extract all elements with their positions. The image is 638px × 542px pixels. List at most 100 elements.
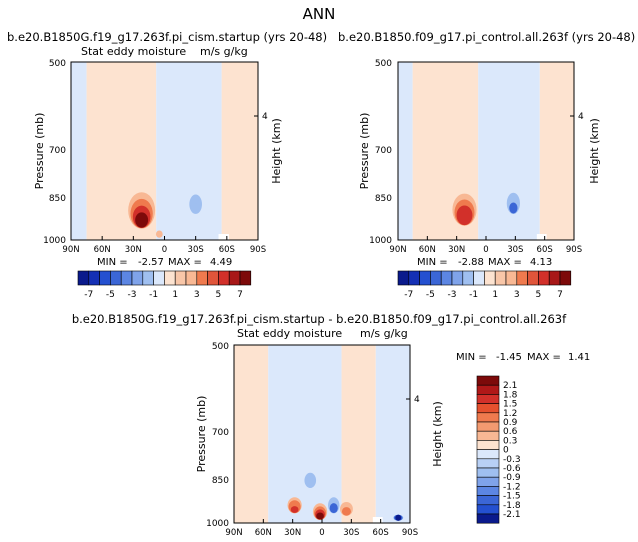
panel-2-region-0: [398, 62, 413, 240]
panel-2-ylabel-right: Height (km): [588, 118, 601, 184]
panel-1-region-0: [71, 62, 87, 240]
panel-1-xtick-5: 60S: [219, 245, 235, 255]
panel-diff-variable-label: Stat eddy moisture: [237, 327, 342, 340]
panel-diff-colorbar-box-5: [476, 421, 500, 432]
panel-1-colorbar-box-12: [207, 270, 219, 286]
panel-1-colorbar-box-7: [153, 270, 165, 286]
panel-diff-max-value: 1.41: [568, 352, 590, 363]
panel-1-ytick-1000: 1000: [43, 236, 66, 246]
panel-diff-colorbar-box-10: [476, 467, 500, 478]
panel-2-colorbar-box-8: [484, 270, 496, 286]
panel-1-colorbar-box-10: [185, 270, 198, 286]
panel-diff-colorbar-tick-5: 0.6: [503, 427, 518, 437]
panel-2-colorbar-box-5: [451, 270, 464, 286]
panel-3-region-2: [341, 345, 376, 523]
panel-2-xtick-5: 60S: [537, 245, 553, 255]
panel-diff-colorbar-tick-2: 1.5: [503, 400, 517, 410]
panel-1-feature-0-level-4: [135, 212, 149, 228]
panel-3-feature-1-level-4: [316, 512, 324, 520]
panel-1-colorbar-box-0: [77, 270, 90, 286]
panel-3-xtick-1: 60N: [255, 528, 272, 538]
panel-2-min-value: -2.88: [458, 257, 484, 268]
panel-diff-colorbar-tick-4: 0.9: [503, 418, 518, 428]
panel-2-xtick-3: 0: [483, 245, 488, 255]
panel-2-feature-2-level-4: [509, 202, 518, 214]
panel-3-feature-5-level-4: [395, 514, 402, 521]
panel-1-colorbar-box-13: [218, 270, 230, 286]
panel-2-colorbar-tick-1: -5: [426, 290, 435, 300]
panel-1-colorbar-box-11: [196, 270, 208, 286]
panel-2-colorbar-box-9: [494, 270, 507, 286]
panel-diff-colorbar-box-2: [476, 394, 500, 404]
panel-1-colorbar-box-5: [131, 270, 144, 286]
panel-1-title: b.e20.B1850G.f19_g17.263f.pi_cism.startu…: [7, 30, 327, 44]
panel-1-colorbar-box-14: [228, 270, 241, 286]
panel-diff-colorbar-tick-12: -1.5: [503, 492, 521, 502]
panel-diff-colorbar-box-6: [476, 430, 500, 441]
panel-1-colorbar-box-4: [120, 270, 133, 286]
panel-3-xtick-0: 90N: [225, 528, 242, 538]
panel-3-feature-2-level-4: [330, 506, 337, 513]
panel-1-feature-1-level-4: [155, 230, 163, 238]
panel-2-colorbar-box-0: [397, 270, 410, 286]
panel-1-colorbar-box-9: [174, 270, 187, 286]
panel-2-height-tick: 4: [578, 112, 584, 122]
panel-1-colorbar-tick-0: -7: [84, 290, 93, 300]
panel-2-colorbar-tick-7: 7: [557, 290, 563, 300]
panel-2-surface-mask: [536, 234, 547, 240]
panel-1-max-value: 4.49: [210, 257, 232, 268]
panel-1: b.e20.B1850G.f19_g17.263f.pi_cism.startu…: [7, 30, 327, 300]
panel-1-ylabel: Pressure (mb): [33, 113, 46, 190]
panel-diff-colorbar-box-14: [476, 504, 500, 515]
panel-diff-colorbar-box-8: [476, 449, 500, 460]
panel-1-max-label: MAX =: [168, 257, 202, 268]
panel-2-ytick-1000: 1000: [369, 236, 392, 246]
panel-1-variable-label: Stat eddy moisture: [81, 45, 186, 58]
panel-diff-ylabel: Pressure (mb): [195, 396, 208, 473]
panel-1-units-label: m/s g/kg: [200, 45, 248, 58]
panel-1-xtick-3: 0: [162, 245, 167, 255]
panel-3-feature-4-level-4: [305, 477, 315, 488]
panel-diff-max-label: MAX =: [527, 352, 561, 363]
panel-diff-colorbar-tick-9: -0.6: [503, 464, 521, 474]
panel-diff-pressure-ticks: 500 700 850 1000: [206, 342, 229, 529]
panel-1-colorbar-tick-6: 5: [216, 290, 222, 300]
panel-1-xtick-2: 30N: [125, 245, 142, 255]
panel-diff-colorbar-box-12: [476, 486, 500, 496]
panel-2-colorbar-box-1: [408, 270, 420, 286]
panel-1-colorbar-tick-2: -3: [128, 290, 137, 300]
panel-1-ytick-500: 500: [49, 59, 66, 69]
panel-diff-min-value: -1.45: [496, 352, 522, 363]
panel-2-colorbar-box-11: [516, 270, 528, 286]
panel-2-colorbar-box-6: [462, 270, 474, 286]
panel-diff-colorbar-tick-11: -1.2: [503, 482, 521, 492]
panel-2-colorbar-box-2: [419, 270, 431, 286]
panel-2-colorbar-box-14: [548, 270, 561, 286]
panel-3-region-1: [268, 345, 342, 523]
panel-diff-colorbar-box-3: [476, 403, 500, 414]
panel-1-ytick-850: 850: [49, 194, 66, 204]
panel-1-region-3: [221, 62, 258, 240]
panel-diff-colorbar-tick-6: 0.3: [503, 436, 517, 446]
panel-2-latitude-ticks: 90N 60N 30N 0 30S 60S 90S: [389, 236, 582, 255]
panel-3-feature-3-level-4: [342, 509, 350, 516]
panel-2-colorbar-tick-6: 5: [536, 290, 542, 300]
panel-1-colorbar-tick-1: -5: [106, 290, 115, 300]
panel-2-colorbar: -7 -5 -3 -1 1 3 5 7: [397, 270, 572, 300]
panel-2-min-label: MIN =: [417, 257, 448, 268]
panel-1-xtick-1: 60N: [94, 245, 111, 255]
panel-diff-ytick-1000: 1000: [206, 519, 229, 529]
panel-diff-colorbar-box-11: [476, 476, 500, 487]
panel-diff-colorbar-box-9: [476, 458, 500, 469]
panel-1-feature-2-level-4: [191, 203, 200, 214]
panel-diff-colorbar-tick-8: -0.3: [503, 455, 521, 465]
panel-1-plot-area: [71, 62, 258, 240]
panel-1-colorbar-tick-5: 3: [194, 290, 200, 300]
panel-diff-colorbar-tick-14: -2.1: [503, 510, 521, 520]
panel-diff-units-label: m/s g/kg: [360, 327, 408, 340]
panel-2: b.e20.B1850.f09_g17.pi_control.all.263f …: [338, 30, 635, 300]
panel-diff-colorbar-box-13: [476, 495, 500, 506]
panel-1-colorbar-box-6: [142, 270, 154, 286]
panel-3-xtick-2: 30N: [284, 528, 301, 538]
panel-2-colorbar-tick-3: -1: [469, 290, 478, 300]
